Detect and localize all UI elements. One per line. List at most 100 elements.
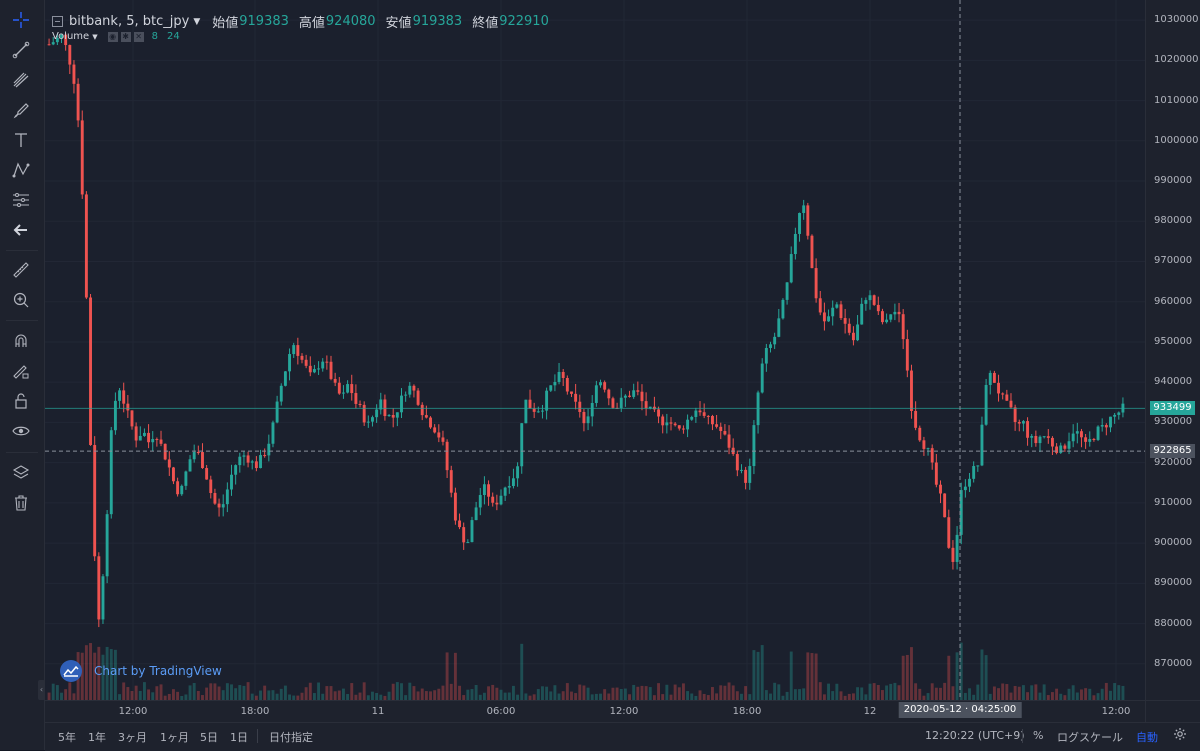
volume-bar [860, 687, 864, 700]
volume-bar [719, 685, 723, 700]
range-1m[interactable]: 1ヶ月 [160, 731, 189, 744]
volume-bar [60, 692, 63, 700]
ruler-icon[interactable] [8, 257, 34, 283]
chart-pane[interactable] [45, 0, 1145, 700]
time-tick-label: 12 [863, 706, 877, 717]
volume-bar [843, 695, 847, 700]
tradingview-watermark[interactable]: Chart by TradingView [60, 660, 222, 682]
eye-icon[interactable] [8, 418, 34, 444]
volume-bar [159, 684, 163, 700]
eye-icon[interactable]: ◉ [107, 31, 118, 42]
range-5d[interactable]: 5日 [200, 731, 218, 744]
text-icon[interactable] [8, 127, 34, 153]
candle-body [511, 478, 515, 487]
volume-bar [205, 687, 209, 700]
trash-icon[interactable] [8, 490, 34, 516]
candle-body [391, 414, 395, 418]
candle-body [963, 486, 967, 491]
price-axis[interactable]: 933499 922865 870000 880000 890000 900000 91… [1145, 0, 1200, 700]
candle-body [905, 339, 909, 371]
time-axis[interactable]: 2020-05-12 · 04:25:00 12:00 18:00 11 06:00 1… [45, 700, 1145, 723]
volume-bar [827, 683, 831, 700]
candle-body [192, 452, 196, 460]
goto-date-button[interactable]: 日付指定 [269, 731, 313, 744]
candle-body [856, 324, 860, 341]
pattern-icon[interactable] [8, 157, 34, 183]
candle-body [814, 268, 818, 299]
brush-icon[interactable] [8, 97, 34, 123]
clock[interactable]: 12:20:22 (UTC+9) [925, 729, 1025, 742]
candle-body [1034, 435, 1038, 444]
range-1d[interactable]: 1日 [230, 731, 248, 744]
volume-bar [885, 685, 889, 700]
trend-line-icon[interactable] [8, 37, 34, 63]
layers-icon[interactable] [8, 460, 34, 486]
close-icon[interactable]: ✕ [133, 31, 144, 42]
price-tick-label: 1020000 [1154, 54, 1199, 66]
candle-body [375, 409, 379, 418]
volume-bar [553, 685, 557, 700]
log-scale-toggle[interactable]: ログスケール [1057, 731, 1123, 744]
candle-body [623, 395, 627, 398]
volume-bar [1117, 685, 1121, 700]
candle-body [246, 455, 250, 463]
candle-body [723, 431, 727, 435]
candle-body [574, 393, 578, 402]
scroll-left-handle[interactable]: ‹ [38, 680, 45, 700]
volume-bar [1042, 684, 1046, 700]
percent-scale-toggle[interactable]: % [1033, 729, 1044, 742]
volume-bar [346, 694, 350, 700]
candle-body [433, 427, 437, 433]
volume-bar [702, 693, 706, 700]
magnet-icon[interactable] [8, 328, 34, 354]
unlock-icon[interactable] [8, 388, 34, 414]
crosshair-icon[interactable] [8, 7, 34, 33]
price-tick-label: 1010000 [1154, 94, 1199, 106]
auto-scale-toggle[interactable]: 自動 [1136, 731, 1158, 744]
volume-bar [366, 695, 370, 700]
volume-bar [429, 691, 432, 700]
volume-bar [230, 684, 233, 700]
zoom-in-icon[interactable] [8, 287, 34, 313]
collapse-legend-icon[interactable] [52, 16, 63, 27]
volume-bar [1096, 693, 1100, 700]
candle-body [673, 423, 677, 426]
gear-icon[interactable] [1173, 727, 1187, 744]
open-value: 919383 [239, 14, 289, 29]
lock-drawing-icon[interactable] [8, 358, 34, 384]
candle-body [366, 421, 370, 423]
candle-body [549, 385, 553, 391]
time-tick-label: 18:00 [240, 706, 270, 717]
chevron-down-icon[interactable]: ▼ [193, 16, 201, 27]
pitchfork-icon[interactable] [8, 67, 34, 93]
volume-bar [872, 683, 876, 700]
gear-icon[interactable]: ✱ [120, 31, 131, 42]
range-3m[interactable]: 3ヶ月 [118, 731, 147, 744]
volume-bar [350, 683, 354, 700]
volume-bar [582, 685, 586, 700]
volume-bar [615, 687, 619, 700]
candle-body [1113, 414, 1117, 417]
volume-bar [814, 653, 818, 700]
candle-body [507, 486, 511, 488]
volume-bar [304, 687, 308, 700]
price-chart[interactable] [45, 0, 1145, 700]
candle-body [827, 316, 831, 322]
range-5y[interactable]: 5年 [58, 731, 76, 744]
candle-body [1050, 437, 1054, 447]
volume-bar [263, 685, 267, 700]
symbol-name[interactable]: bitbank, 5, btc_jpy [69, 14, 190, 29]
volume-bar [781, 695, 785, 700]
volume-bar [155, 686, 159, 700]
chevron-down-icon[interactable]: ▼ [92, 32, 98, 41]
volume-bar [661, 694, 665, 700]
range-1y[interactable]: 1年 [88, 731, 106, 744]
volume-bar [690, 693, 694, 700]
candle-body [283, 371, 287, 386]
volume-label[interactable]: Volume [52, 31, 90, 42]
prediction-icon[interactable] [8, 187, 34, 213]
candle-body [254, 461, 258, 469]
time-tick-label: 12:00 [118, 706, 148, 717]
back-arrow-icon[interactable] [8, 217, 34, 243]
volume-bar [955, 652, 959, 700]
